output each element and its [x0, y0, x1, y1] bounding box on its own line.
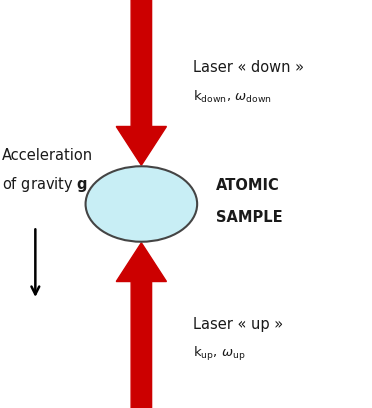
- Text: Laser « down »: Laser « down »: [193, 60, 304, 75]
- Text: Laser « up »: Laser « up »: [193, 317, 283, 332]
- Text: SAMPLE: SAMPLE: [216, 210, 282, 224]
- Text: Acceleration: Acceleration: [2, 148, 93, 162]
- Ellipse shape: [86, 166, 197, 242]
- FancyArrow shape: [116, 0, 167, 165]
- Text: ATOMIC: ATOMIC: [216, 178, 279, 193]
- Text: of gravity $\mathbf{g}$: of gravity $\mathbf{g}$: [2, 175, 88, 194]
- Text: k$_\mathrm{down}$, $\omega_\mathrm{down}$: k$_\mathrm{down}$, $\omega_\mathrm{down}…: [193, 89, 272, 105]
- Text: k$_\mathrm{up}$, $\omega_\mathrm{up}$: k$_\mathrm{up}$, $\omega_\mathrm{up}$: [193, 345, 246, 363]
- FancyArrow shape: [116, 243, 167, 408]
